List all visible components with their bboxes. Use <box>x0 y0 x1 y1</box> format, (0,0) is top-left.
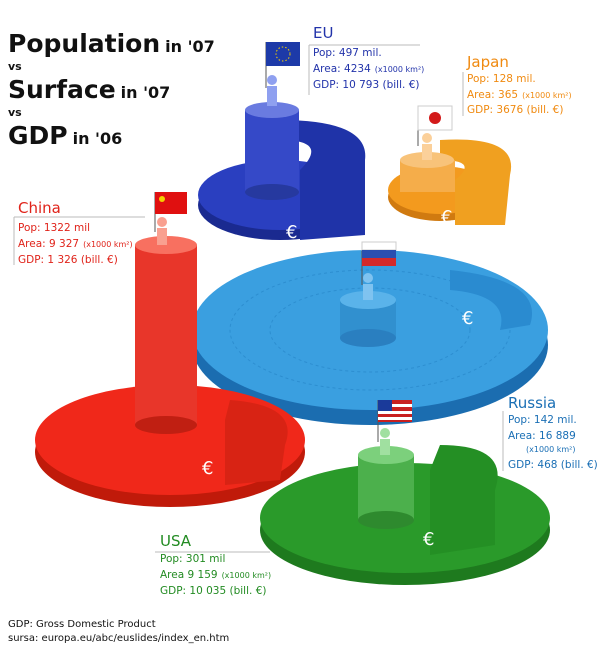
currency-symbol: € <box>286 222 297 243</box>
currency-symbol: € <box>441 207 452 228</box>
region-name: EU <box>313 24 333 42</box>
area-unit: (x1000 km²) <box>83 240 133 249</box>
region-pop: Pop: 301 mil <box>160 553 225 565</box>
currency-symbol: € <box>423 529 434 550</box>
region-gdp: GDP: 3676 (bill. €) <box>467 104 563 116</box>
title-line: Population in '07 <box>8 29 215 58</box>
title-main: Population <box>8 29 160 58</box>
currency-symbol: € <box>462 308 473 329</box>
title-sub: in '07 <box>165 37 215 56</box>
region-pop: Pop: 1322 mil <box>18 222 90 234</box>
title-main: Surface <box>8 75 116 104</box>
region-area: Area 9 159 (x1000 km²) <box>160 569 271 581</box>
title-line: Surface in '07 <box>8 75 170 104</box>
region-name: Japan <box>466 53 509 71</box>
area-value: Area 9 159 <box>160 569 218 581</box>
region-gdp: GDP: 10 793 (bill. €) <box>313 79 419 91</box>
area-value: Area: 16 889 <box>508 430 576 442</box>
area-unit: (x1000 km²) <box>222 571 272 580</box>
region-area: Area: 365 (x1000 km²) <box>467 89 572 101</box>
area-unit: (x1000 km²) <box>522 91 572 100</box>
russia-shape <box>192 241 548 425</box>
region-gdp: GDP: 1 326 (bill. €) <box>18 254 118 266</box>
area-value: Area: 365 <box>467 89 518 101</box>
region-name: Russia <box>508 394 556 412</box>
region-name: USA <box>160 532 192 550</box>
region-pop: Pop: 128 mil. <box>467 73 536 85</box>
region-area: Area: 4234 (x1000 km²) <box>313 63 424 75</box>
title-line: GDP in '06 <box>8 121 122 150</box>
region-name: China <box>18 199 61 217</box>
title-vs: vs <box>8 106 22 119</box>
region-pop: Pop: 142 mil. <box>508 414 577 426</box>
title-line: vs <box>8 60 22 73</box>
area-unit: (x1000 km²) <box>526 445 576 454</box>
title-sub: in '06 <box>73 129 123 148</box>
region-area: Area: 9 327 (x1000 km²) <box>18 238 133 250</box>
area-value: Area: 4234 <box>313 63 371 75</box>
title-sub: in '07 <box>121 83 171 102</box>
currency-symbol: € <box>202 458 213 479</box>
area-unit: (x1000 km²) <box>375 65 425 74</box>
eu-shape <box>198 42 366 240</box>
japan-shape <box>388 105 512 225</box>
title-vs: vs <box>8 60 22 73</box>
footer-definition: GDP: Gross Domestic Product <box>8 619 156 630</box>
china-shape <box>35 192 305 507</box>
region-gdp: GDP: 10 035 (bill. €) <box>160 585 266 597</box>
area-value: Area: 9 327 <box>18 238 79 250</box>
region-pop: Pop: 497 mil. <box>313 47 382 59</box>
region-gdp: GDP: 468 (bill. €) <box>508 459 598 471</box>
title-line: vs <box>8 106 22 119</box>
footer-source: sursa: europa.eu/abc/euslides/index_en.h… <box>8 633 229 644</box>
callout-lines <box>13 44 504 553</box>
region-area: Area: 16 889 <box>508 430 576 442</box>
title-main: GDP <box>8 121 68 150</box>
usa-shape <box>260 400 550 585</box>
